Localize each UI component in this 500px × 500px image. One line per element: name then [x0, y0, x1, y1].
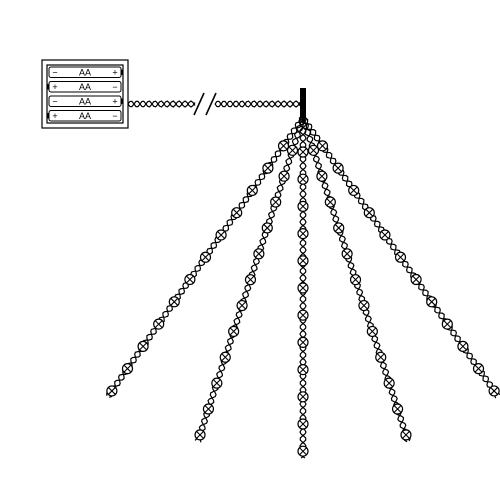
bulb-icon — [279, 171, 289, 181]
bulb-icon — [298, 337, 308, 347]
bulb-icon — [263, 163, 273, 173]
bulb-icon — [212, 378, 222, 388]
bulb-icon — [195, 430, 205, 440]
bulb-icon — [334, 223, 344, 233]
bulb-icon — [200, 252, 210, 262]
bulb-icon — [298, 392, 308, 402]
bulb-icon — [229, 326, 239, 336]
led-string-light-diagram: − AA + + AA − − AA + + AA − — [0, 0, 500, 500]
bulb-icon — [298, 256, 308, 266]
bulb-icon — [169, 297, 179, 307]
bulb-icon — [247, 185, 257, 195]
bulb-icon — [245, 275, 255, 285]
strand — [298, 118, 308, 458]
bulb-icon — [298, 229, 308, 239]
bulb-icon — [154, 319, 164, 329]
strand — [195, 118, 305, 442]
bulb-icon — [278, 141, 288, 151]
bulb-icon — [254, 249, 264, 259]
bulb-icon — [384, 378, 394, 388]
bulb-icon — [349, 185, 359, 195]
svg-text:AA: AA — [79, 111, 91, 121]
strand — [107, 117, 305, 398]
bulb-icon — [351, 275, 361, 285]
bulb-icon — [298, 310, 308, 320]
svg-text:−: − — [112, 111, 117, 121]
bulb-icon — [138, 341, 148, 351]
svg-text:AA: AA — [79, 82, 91, 92]
svg-text:AA: AA — [79, 67, 91, 77]
bulb-icon — [380, 230, 390, 240]
strand — [301, 117, 411, 441]
bulb-icon — [411, 275, 421, 285]
bulb-icon — [298, 365, 308, 375]
bulb-icon — [474, 364, 484, 374]
bulb-icon — [107, 386, 117, 396]
bulb-icon — [325, 197, 335, 207]
bulb-icon — [262, 223, 272, 233]
bulb-icon — [220, 352, 230, 362]
bulb-icon — [298, 446, 308, 456]
svg-text:+: + — [52, 111, 57, 121]
lead-cable — [128, 93, 302, 115]
bulb-icon — [333, 163, 343, 173]
battery-box: − AA + + AA − − AA + + AA − — [42, 60, 128, 128]
bulb-icon — [317, 171, 327, 181]
bulb-icon — [489, 386, 499, 396]
bulb-icon — [309, 145, 319, 155]
bulb-icon — [203, 404, 213, 414]
bulb-icon — [185, 275, 195, 285]
svg-text:−: − — [112, 82, 117, 92]
bulb-icon — [427, 297, 437, 307]
svg-text:−: − — [52, 96, 57, 106]
bulb-icon — [342, 249, 352, 259]
bulb-icon — [376, 352, 386, 362]
bulb-icon — [232, 208, 242, 218]
bulb-icon — [271, 197, 281, 207]
bulb-icon — [122, 364, 132, 374]
bulb-icon — [298, 147, 308, 157]
bulb-icon — [298, 419, 308, 429]
bulb-icon — [401, 430, 411, 440]
strand-group — [107, 117, 500, 458]
svg-text:AA: AA — [79, 96, 91, 106]
bulb-icon — [216, 230, 226, 240]
svg-text:+: + — [112, 96, 117, 106]
bulb-icon — [237, 301, 247, 311]
bulb-icon — [367, 326, 377, 336]
bulb-icon — [298, 201, 308, 211]
bulb-icon — [442, 319, 452, 329]
bulb-icon — [364, 208, 374, 218]
bulb-icon — [298, 174, 308, 184]
svg-text:−: − — [52, 67, 57, 77]
bulb-icon — [359, 301, 369, 311]
svg-text:+: + — [112, 67, 117, 77]
svg-text:+: + — [52, 82, 57, 92]
bulb-icon — [393, 404, 403, 414]
bulb-icon — [458, 341, 468, 351]
bulb-icon — [298, 283, 308, 293]
strand — [302, 118, 500, 398]
connector — [300, 88, 306, 118]
bulb-icon — [396, 252, 406, 262]
